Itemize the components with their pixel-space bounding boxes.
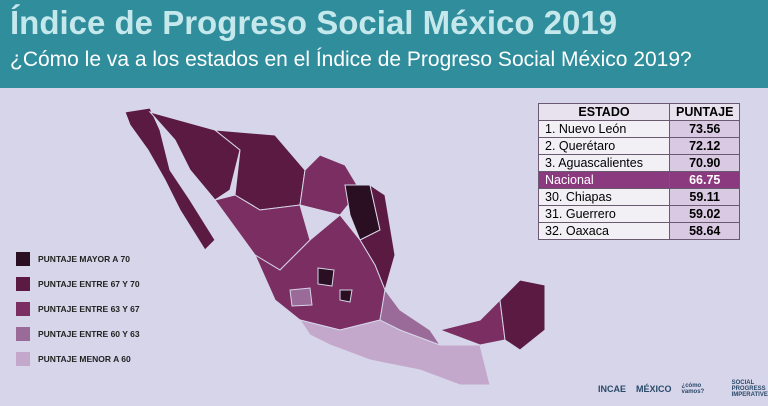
state: 2. Querétaro — [538, 137, 670, 155]
legend-item: PUNTAJE MENOR A 60 — [16, 346, 140, 371]
state: 32. Oaxaca — [538, 222, 670, 240]
logo-text: ¿cómo vamos? — [681, 383, 705, 395]
title: Índice de Progreso Social México 2019 — [10, 4, 618, 41]
legend-label: PUNTAJE ENTRE 67 Y 70 — [38, 278, 140, 289]
legend-label: PUNTAJE MENOR A 60 — [38, 353, 131, 364]
legend-swatch — [16, 351, 30, 366]
legend-item: PUNTAJE ENTRE 60 Y 63 — [16, 321, 140, 346]
table-row: 3. Aguascalientes 70.90 — [538, 154, 741, 172]
score: 70.90 — [668, 154, 741, 172]
legend-item: PUNTAJE MAYOR A 70 — [16, 246, 140, 271]
subtitle: ¿Cómo le va a los estados en el Índice d… — [10, 48, 692, 71]
score: 59.02 — [668, 205, 741, 223]
legend-swatch — [16, 251, 30, 266]
legend-label: PUNTAJE ENTRE 63 Y 67 — [38, 303, 140, 314]
legend-label: PUNTAJE ENTRE 60 Y 63 — [38, 328, 140, 339]
legend: PUNTAJE MAYOR A 70 PUNTAJE ENTRE 67 Y 70 P… — [16, 246, 140, 371]
score: 66.75 — [668, 171, 741, 189]
score: 58.64 — [668, 222, 741, 240]
logo-text: MÉXICO — [636, 384, 672, 394]
state: 30. Chiapas — [538, 188, 670, 206]
column-header: PUNTAJE — [668, 103, 741, 121]
score: 59.11 — [668, 188, 741, 206]
state: 31. Guerrero — [538, 205, 670, 223]
table-row: 30. Chiapas 59.11 — [538, 188, 741, 206]
header: Índice de Progreso Social México 2019 ¿C… — [0, 0, 768, 88]
column-header: ESTADO — [538, 103, 670, 121]
legend-swatch — [16, 276, 30, 291]
table-row: 31. Guerrero 59.02 — [538, 205, 741, 223]
score: 73.56 — [668, 120, 741, 138]
state: 3. Aguascalientes — [538, 154, 670, 172]
table-row: 1. Nuevo León 73.56 — [538, 120, 741, 138]
logo-text: INCAE — [598, 384, 627, 394]
legend-label: PUNTAJE MAYOR A 70 — [38, 253, 130, 264]
table-header: ESTADO PUNTAJE — [538, 103, 741, 121]
state: Nacional — [538, 171, 670, 189]
score: 72.12 — [668, 137, 741, 155]
state: 1. Nuevo León — [538, 120, 670, 138]
legend-item: PUNTAJE ENTRE 67 Y 70 — [16, 271, 140, 296]
logo-text: SOCIAL PROGRESS IMPERATIVE — [731, 380, 768, 398]
table-row: 2. Querétaro 72.12 — [538, 137, 741, 155]
legend-item: PUNTAJE ENTRE 63 Y 67 — [16, 296, 140, 321]
table-row: Nacional 66.75 — [538, 171, 741, 189]
legend-swatch — [16, 326, 30, 341]
ranking-table: ESTADO PUNTAJE 1. Nuevo León 73.56 2. Querét… — [538, 103, 741, 240]
logos: INCAE MÉXICO ¿cómo vamos? SOCIAL PROGRESS I… — [598, 380, 768, 398]
legend-swatch — [16, 301, 30, 316]
table-row: 32. Oaxaca 58.64 — [538, 222, 741, 240]
